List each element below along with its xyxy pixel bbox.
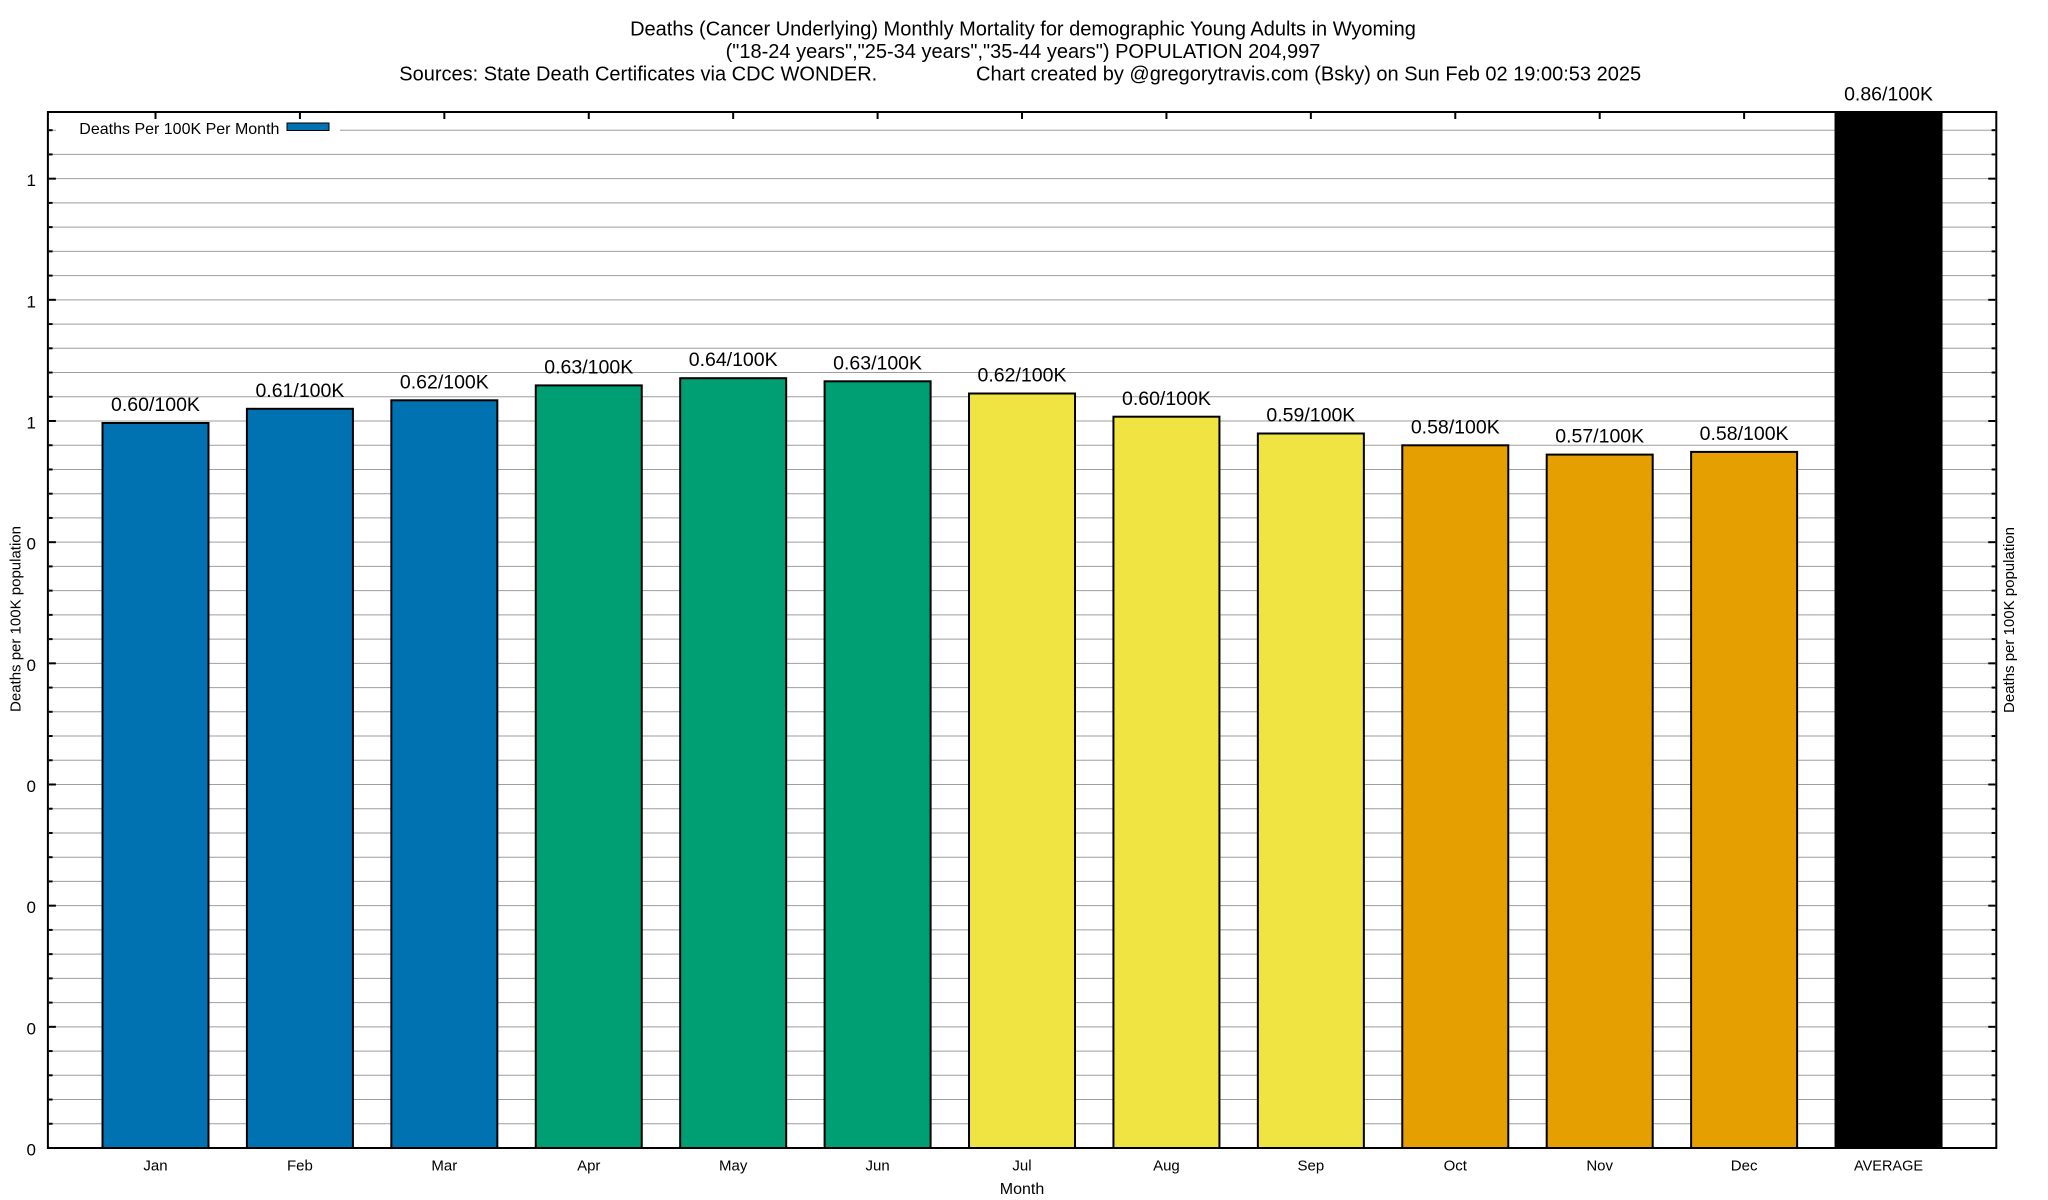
svg-text:0: 0 xyxy=(27,898,36,917)
svg-text:Deaths per 100K population: Deaths per 100K population xyxy=(2001,527,2018,713)
svg-text:Deaths Per 100K Per Month: Deaths Per 100K Per Month xyxy=(79,121,279,138)
svg-text:0: 0 xyxy=(27,656,36,675)
svg-text:0.62/100K: 0.62/100K xyxy=(978,365,1067,387)
svg-text:0.86/100K: 0.86/100K xyxy=(1844,84,1933,106)
svg-text:0: 0 xyxy=(27,777,36,796)
svg-text:0: 0 xyxy=(27,535,36,554)
svg-text:Feb: Feb xyxy=(287,1157,313,1174)
svg-text:Dec: Dec xyxy=(1731,1157,1758,1174)
svg-text:("18-24 years","25-34 years",": ("18-24 years","25-34 years","35-44 year… xyxy=(726,41,1321,63)
svg-text:0: 0 xyxy=(27,1141,36,1160)
svg-text:0: 0 xyxy=(27,1019,36,1038)
svg-text:Jun: Jun xyxy=(866,1157,890,1174)
svg-text:Aug: Aug xyxy=(1153,1157,1180,1174)
svg-text:0.63/100K: 0.63/100K xyxy=(833,352,922,374)
svg-text:May: May xyxy=(719,1157,748,1174)
svg-text:Jul: Jul xyxy=(1012,1157,1031,1174)
svg-text:1: 1 xyxy=(27,171,36,190)
svg-text:1: 1 xyxy=(27,292,36,311)
svg-text:0.58/100K: 0.58/100K xyxy=(1700,423,1789,445)
svg-text:Sources: State Death Certifica: Sources: State Death Certificates via CD… xyxy=(399,64,877,86)
svg-text:0.62/100K: 0.62/100K xyxy=(400,371,489,393)
svg-text:Apr: Apr xyxy=(577,1157,600,1174)
svg-text:0.61/100K: 0.61/100K xyxy=(255,380,344,402)
svg-text:Nov: Nov xyxy=(1586,1157,1613,1174)
svg-text:Mar: Mar xyxy=(431,1157,457,1174)
svg-text:0.63/100K: 0.63/100K xyxy=(544,356,633,378)
svg-text:0.60/100K: 0.60/100K xyxy=(1122,388,1211,410)
svg-text:0.60/100K: 0.60/100K xyxy=(111,394,200,416)
svg-text:Chart created by @gregorytravi: Chart created by @gregorytravis.com (Bsk… xyxy=(976,64,1641,86)
svg-text:Jan: Jan xyxy=(143,1157,167,1174)
svg-text:0.59/100K: 0.59/100K xyxy=(1266,405,1355,427)
svg-text:Deaths (Cancer Underlying) Mon: Deaths (Cancer Underlying) Monthly Morta… xyxy=(630,18,1416,40)
svg-text:Oct: Oct xyxy=(1444,1157,1468,1174)
svg-text:Month: Month xyxy=(1000,1181,1044,1198)
svg-text:Deaths per 100K population: Deaths per 100K population xyxy=(8,526,25,712)
svg-text:0.58/100K: 0.58/100K xyxy=(1411,416,1500,438)
svg-text:0.57/100K: 0.57/100K xyxy=(1555,426,1644,448)
svg-text:AVERAGE: AVERAGE xyxy=(1854,1158,1923,1174)
svg-text:Sep: Sep xyxy=(1298,1157,1325,1174)
svg-text:1: 1 xyxy=(27,414,36,433)
svg-text:0.64/100K: 0.64/100K xyxy=(689,349,778,371)
